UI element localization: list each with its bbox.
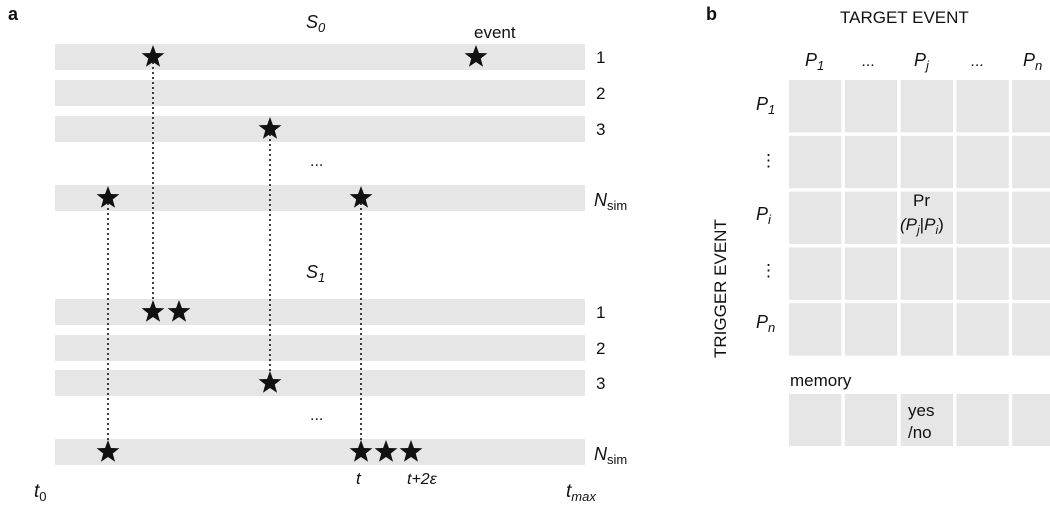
memory-row [789,394,1050,446]
row-header-p1: P1 [756,94,775,117]
col-header-ellipsis-1: ... [862,53,875,70]
matrix-cell-r5-c4 [956,303,1009,356]
star-icon-s1-row1-a [141,300,165,322]
row-label-s0-1: 1 [596,48,605,67]
section-s0-title: S0 [306,12,326,35]
col-header-p1: P1 [805,50,824,73]
row-label-s1-nsim: Nsim [594,444,627,467]
matrix-cell-r4-c3 [900,247,953,300]
lane-s1-3 [55,370,585,396]
row-label-s1-2: 2 [596,339,605,358]
row-label-s0-2: 2 [596,84,605,103]
ellipsis-s0: ... [310,153,323,170]
target-event-title: TARGET EVENT [840,8,969,27]
star-icon-s0-row1-a [141,45,165,67]
axis-t: t [356,469,362,488]
event-stars [96,45,488,462]
matrix-cell-r3-c1 [789,191,842,244]
panel-a-label: a [8,4,19,24]
star-icon-s0-nsim-a [96,186,120,208]
event-label: event [474,23,516,42]
memory-cell-c3 [900,394,953,446]
matrix-cell-r5-c5 [1012,303,1050,356]
matrix-cell-r5-c1 [789,303,842,356]
row-header-vdots-2: ⋮ [760,261,777,280]
matrix-cell-r2-c3 [900,135,953,189]
lane-s0-1 [55,44,585,70]
section-s1-title: S1 [306,262,325,285]
row-label-s0-3: 3 [596,120,605,139]
prob-cell-line2: (Pj|Pi) [900,215,944,237]
matrix-cell-r5-c2 [844,303,898,356]
memory-cell-c2 [844,394,898,446]
axis-t0: t0 [34,481,47,504]
ellipsis-s1: ... [310,407,323,424]
probability-matrix [789,80,1050,356]
matrix-cell-r1-c5 [1012,80,1050,133]
lane-s1-nsim [55,439,585,465]
matrix-cell-r1-c4 [956,80,1009,133]
memory-cell-c1 [789,394,842,446]
star-icon-s1-row3 [258,371,282,393]
star-icon-s1-nsim-b [349,440,373,462]
matrix-cell-r3-c5 [1012,191,1050,244]
lane-s0-2 [55,80,585,106]
matrix-cell-r5-c3 [900,303,953,356]
matrix-cell-r2-c2 [844,135,898,189]
memory-label: memory [790,371,852,390]
lane-s1-1 [55,299,585,325]
star-icon-s1-nsim-a [96,440,120,462]
col-header-pn: Pn [1023,50,1042,73]
matrix-cell-r3-c2 [844,191,898,244]
row-label-s0-nsim: Nsim [594,190,627,213]
memory-cell-c4 [956,394,1009,446]
lane-s1-2 [55,335,585,361]
axis-tmax: tmax [566,481,596,504]
axis-t-plus-2e: t+2ε [407,471,438,488]
matrix-cell-r1-c3 [900,80,953,133]
row-label-s1-3: 3 [596,374,605,393]
matrix-cell-r3-c3 [900,191,953,244]
matrix-cell-r2-c1 [789,135,842,189]
matrix-cell-r3-c4 [956,191,1009,244]
memory-cell-line2: /no [908,423,932,442]
row-header-vdots-1: ⋮ [760,151,777,170]
memory-cell-line1: yes [908,401,934,420]
lane-s0-nsim [55,185,585,211]
memory-cell-c5 [1012,394,1050,446]
star-icon-s0-nsim-b [349,186,373,208]
matrix-cell-r1-c2 [844,80,898,133]
matrix-cell-r4-c5 [1012,247,1050,300]
matrix-cell-r4-c2 [844,247,898,300]
star-icon-s1-row1-b [167,300,191,322]
star-icon-s1-nsim-c [374,440,398,462]
trigger-event-title: TRIGGER EVENT [711,219,730,358]
matrix-cell-r2-c4 [956,135,1009,189]
row-label-s1-1: 1 [596,303,605,322]
row-header-pn: Pn [756,312,775,335]
panel-b-label: b [706,4,717,24]
matrix-cell-r4-c4 [956,247,1009,300]
lane-s0-3 [55,116,585,142]
matrix-cell-r4-c1 [789,247,842,300]
star-icon-s0-row3 [258,117,282,139]
matrix-cell-r1-c1 [789,80,842,133]
star-icon-s0-row1-event [464,45,488,67]
matrix-cell-r2-c5 [1012,135,1050,189]
row-header-pi: Pi [756,204,772,227]
prob-cell-line1: Pr [913,191,930,210]
star-icon-s1-nsim-d [399,440,423,462]
col-header-pj: Pj [914,50,930,73]
col-header-ellipsis-2: ... [971,53,984,70]
